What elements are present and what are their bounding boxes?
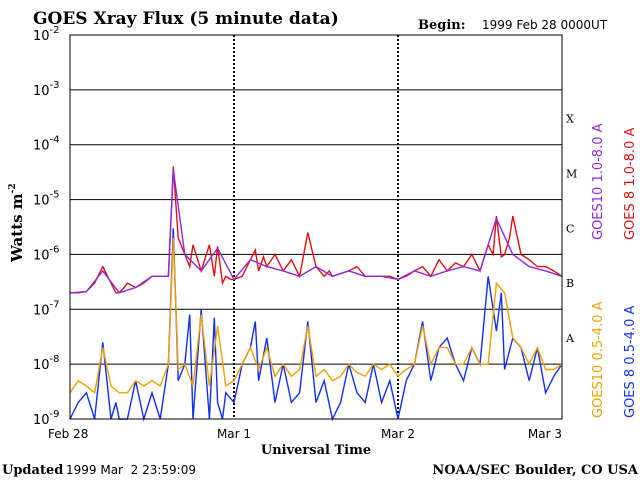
series-line (69, 228, 563, 422)
y-tick-exponent: -4 (50, 135, 60, 146)
y-tick-base: 10 (33, 139, 50, 154)
y-tick-base: 10 (33, 358, 50, 373)
series-line (69, 237, 563, 395)
begin-value: 1999 Feb 28 0000UT (482, 18, 608, 32)
credit-text: NOAA/SEC Boulder, CO USA (432, 463, 639, 478)
x-tick-label: Mar 1 (217, 427, 251, 441)
y-tick-exponent: -2 (50, 25, 60, 36)
y-tick-exponent: -8 (50, 354, 60, 365)
y-axis-label: Watts m-2 (8, 183, 26, 263)
flare-class-label: C (566, 222, 574, 235)
flare-class-labels: X M C B A (565, 113, 577, 345)
y-tick-label: 10-7 (33, 299, 60, 318)
y-tick-label: 10-5 (33, 190, 60, 209)
y-tick-label: 10-2 (33, 25, 60, 44)
x-tick-label: Mar 2 (381, 427, 415, 441)
updated-label: Updated (2, 463, 63, 478)
x-tick-label: Mar 3 (528, 427, 562, 441)
y-tick-label: 10-6 (33, 244, 60, 263)
y-tick-exponent: -3 (50, 80, 60, 91)
y-tick-base: 10 (33, 194, 50, 209)
legend: GOES10 1.0-8.0 A GOES 8 1.0-8.0 A GOES10 0… (591, 123, 638, 418)
chart-title: GOES Xray Flux (5 minute data) (33, 9, 339, 29)
y-axis-ticks: 10-210-310-410-510-610-710-810-9 (33, 25, 60, 428)
y-tick-base: 10 (33, 413, 50, 428)
flare-class-label: X (566, 113, 574, 126)
y-tick-exponent: -5 (50, 190, 60, 201)
y-tick-label: 10-3 (33, 80, 60, 99)
y-tick-exponent: -7 (50, 299, 60, 310)
series-line (70, 166, 563, 294)
y-tick-base: 10 (33, 248, 50, 263)
flare-class-label: A (565, 332, 575, 345)
updated-value: 1999 Mar 2 23:59:09 (66, 463, 196, 477)
y-axis-label-sup: -2 (8, 183, 18, 193)
y-tick-base: 10 (33, 29, 50, 44)
plot-frame (69, 34, 563, 420)
grid-layer (70, 35, 562, 419)
legend-entry: GOES 8 0.5-4.0 A (623, 306, 638, 418)
flare-class-label: B (566, 277, 574, 290)
y-tick-base: 10 (33, 303, 50, 318)
legend-entry: GOES10 1.0-8.0 A (591, 123, 606, 240)
y-tick-label: 10-4 (33, 135, 60, 154)
legend-entry: GOES10 0.5-4.0 A (591, 301, 606, 418)
begin-label: Begin: (418, 18, 466, 33)
y-tick-exponent: -6 (50, 244, 60, 255)
x-tick-label: Feb 28 (48, 427, 88, 441)
y-tick-label: 10-9 (33, 409, 60, 428)
series-layer (69, 166, 563, 422)
x-axis-ticks: Feb 28 Mar 1 Mar 2 Mar 3 (48, 427, 562, 441)
y-axis-label-text: Watts m (8, 193, 26, 263)
plot-area-border (69, 34, 563, 420)
flare-class-label: M (566, 167, 577, 180)
y-tick-label: 10-8 (33, 354, 60, 373)
x-axis-label: Universal Time (261, 443, 371, 458)
legend-entry: GOES 8 1.0-8.0 A (623, 128, 638, 240)
series-line (69, 169, 563, 294)
y-tick-exponent: -9 (50, 409, 60, 420)
y-tick-base: 10 (33, 84, 50, 99)
